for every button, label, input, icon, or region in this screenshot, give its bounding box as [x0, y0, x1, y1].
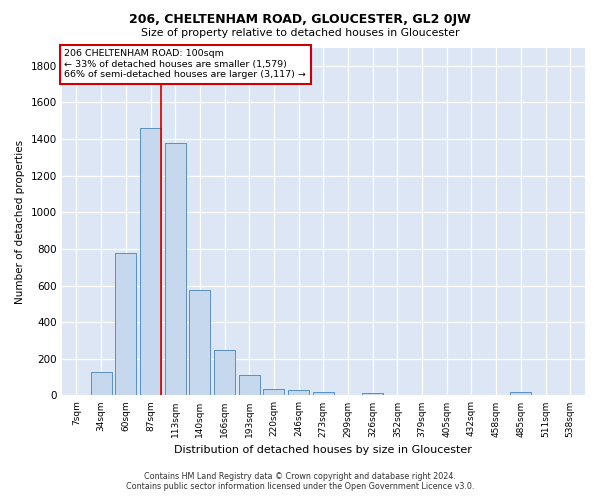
Bar	[115, 252, 136, 396]
Bar	[165, 142, 186, 396]
Bar	[313, 392, 334, 396]
Bar	[190, 290, 211, 396]
Y-axis label: Number of detached properties: Number of detached properties	[15, 140, 25, 304]
X-axis label: Distribution of detached houses by size in Gloucester: Distribution of detached houses by size …	[175, 445, 472, 455]
Bar	[362, 392, 383, 396]
Bar	[91, 372, 112, 396]
Bar	[511, 392, 532, 396]
Bar	[214, 350, 235, 396]
Bar	[263, 389, 284, 396]
Text: Size of property relative to detached houses in Gloucester: Size of property relative to detached ho…	[141, 28, 459, 38]
Bar	[140, 128, 161, 396]
Text: Contains HM Land Registry data © Crown copyright and database right 2024.
Contai: Contains HM Land Registry data © Crown c…	[126, 472, 474, 491]
Bar	[288, 390, 309, 396]
Bar	[66, 394, 87, 396]
Text: 206, CHELTENHAM ROAD, GLOUCESTER, GL2 0JW: 206, CHELTENHAM ROAD, GLOUCESTER, GL2 0J…	[129, 12, 471, 26]
Text: 206 CHELTENHAM ROAD: 100sqm
← 33% of detached houses are smaller (1,579)
66% of : 206 CHELTENHAM ROAD: 100sqm ← 33% of det…	[64, 49, 306, 79]
Bar	[239, 376, 260, 396]
